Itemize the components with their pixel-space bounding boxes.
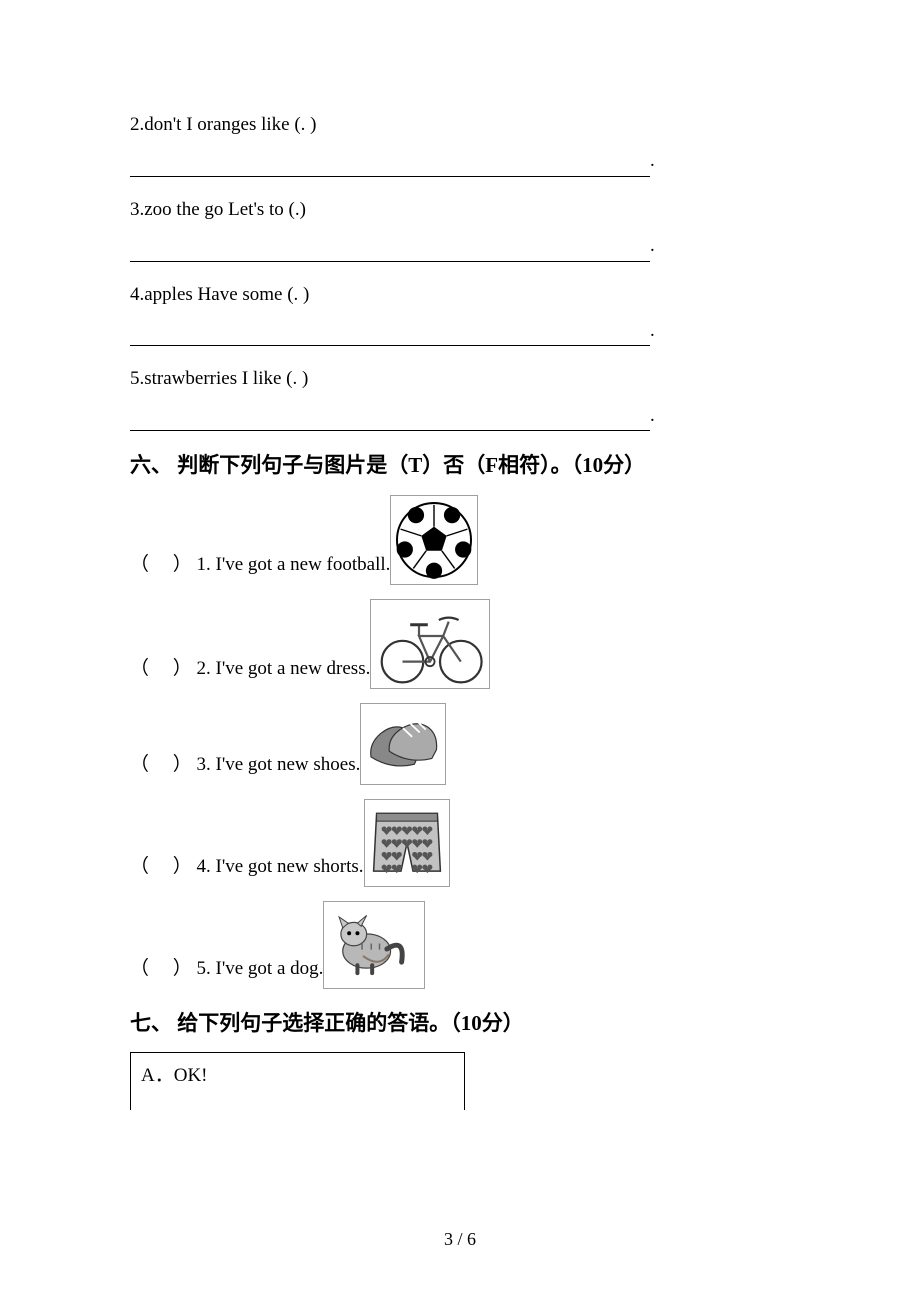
- period: .: [650, 320, 655, 341]
- unscramble-words: 5.strawberries I like (. ): [130, 364, 790, 394]
- shoes-icon: [360, 703, 446, 785]
- underline: [130, 241, 650, 262]
- unscramble-section: 2.don't I oranges like (. ).3.zoo the go…: [130, 110, 790, 431]
- unscramble-item: 5.strawberries I like (. ).: [130, 364, 790, 431]
- unscramble-item: 2.don't I oranges like (. ).: [130, 110, 790, 177]
- section6-title: 六、 判断下列句子与图片是（T）否（F相符）。（10分）: [130, 449, 790, 483]
- period: .: [650, 405, 655, 426]
- page-number: 3 / 6: [0, 1225, 920, 1254]
- tf-text: （ ） 4. I've got new shorts.: [130, 852, 364, 886]
- answer-blank-line: .: [130, 316, 790, 346]
- tf-row: （ ） 2. I've got a new dress.: [130, 599, 790, 689]
- period: .: [650, 150, 655, 171]
- unscramble-words: 2.don't I oranges like (. ): [130, 110, 790, 140]
- bicycle-icon: [370, 599, 490, 689]
- tf-row: （ ） 4. I've got new shorts.: [130, 799, 790, 887]
- tf-text: （ ） 3. I've got new shoes.: [130, 750, 360, 784]
- answer-blank-line: .: [130, 401, 790, 431]
- tf-row: （ ） 3. I've got new shoes.: [130, 703, 790, 785]
- unscramble-item: 4.apples Have some (. ).: [130, 280, 790, 347]
- section6-items: （ ） 1. I've got a new football. （ ） 2. I'…: [130, 495, 790, 989]
- tf-row: （ ） 5. I've got a dog.: [130, 901, 790, 989]
- answer-blank-line: .: [130, 146, 790, 176]
- tf-text: （ ） 2. I've got a new dress.: [130, 654, 370, 688]
- section7-title: 七、 给下列句子选择正确的答语。（10分）: [130, 1007, 790, 1041]
- answer-blank-line: .: [130, 231, 790, 261]
- option-a-text: A．OK!: [141, 1065, 208, 1086]
- tf-text: （ ） 5. I've got a dog.: [130, 954, 323, 988]
- underline: [130, 156, 650, 177]
- underline: [130, 410, 650, 431]
- shorts-icon: [364, 799, 450, 887]
- answer-options-box: A．OK!: [130, 1052, 465, 1109]
- underline: [130, 325, 650, 346]
- football-icon: [390, 495, 478, 585]
- period: .: [650, 235, 655, 256]
- unscramble-words: 4.apples Have some (. ): [130, 280, 790, 310]
- unscramble-words: 3.zoo the go Let's to (.): [130, 195, 790, 225]
- cat-icon: [323, 901, 425, 989]
- tf-row: （ ） 1. I've got a new football.: [130, 495, 790, 585]
- tf-text: （ ） 1. I've got a new football.: [130, 550, 390, 584]
- unscramble-item: 3.zoo the go Let's to (.).: [130, 195, 790, 262]
